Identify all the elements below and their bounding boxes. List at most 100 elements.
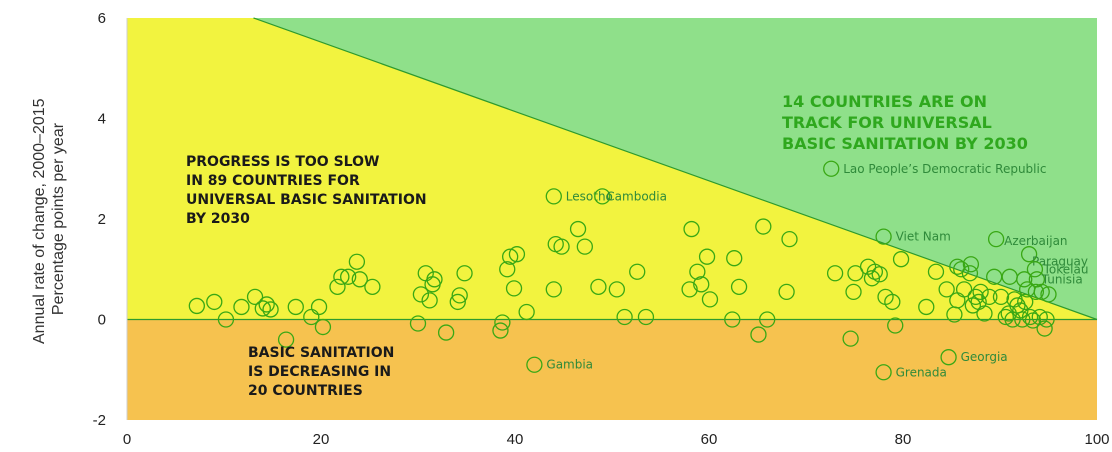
- scatter-point: [254, 300, 271, 317]
- y-axis-label-line-1: Annual rate of change, 2000–2015: [31, 98, 48, 344]
- scatter-point: [918, 298, 935, 316]
- country-label: Lesotho: [566, 189, 613, 203]
- country-label: Lao People’s Democratic Republic: [843, 162, 1046, 176]
- scatter-point: [569, 220, 587, 238]
- scatter-point: [953, 261, 970, 278]
- y-tick-label: 6: [98, 10, 106, 27]
- scatter-point: [314, 318, 332, 336]
- scatter-point: [961, 265, 979, 282]
- scatter-point: [1027, 283, 1045, 301]
- scatter-point: [545, 281, 562, 298]
- scatter-point: [437, 324, 455, 341]
- too-slow-annotation-line-1: PROGRESS IS TOO SLOW: [186, 154, 379, 170]
- scatter-point: [217, 311, 235, 328]
- scatter-point: [698, 248, 716, 265]
- scatter-point: [492, 322, 509, 339]
- scatter-point: [955, 281, 973, 298]
- x-axis-ticks: 0 20 40 60 80 100: [123, 431, 1110, 448]
- scatter-point: [451, 287, 468, 304]
- scatter-point: [258, 296, 275, 313]
- scatter-point: [1017, 293, 1034, 311]
- labeled-point-marker: [875, 228, 892, 245]
- scatter-point: [1036, 320, 1053, 337]
- decreasing-annotation: BASIC SANITATION IS DECREASING IN 20 COU…: [248, 345, 399, 399]
- scatter-point: [892, 251, 910, 268]
- labeled-point-marker: [545, 188, 562, 205]
- y-tick-label: 2: [98, 211, 106, 228]
- scatter-point: [364, 278, 381, 295]
- y-axis-label-line-2: Percentage points per year: [50, 122, 67, 315]
- scatter-point: [683, 220, 700, 238]
- scatter-point: [826, 265, 844, 282]
- scatter-point: [750, 326, 767, 343]
- too-slow-annotation-line-4: BY 2030: [186, 211, 250, 227]
- scatter-point: [730, 278, 748, 295]
- scatter-point: [755, 218, 772, 235]
- scatter-point: [590, 278, 607, 295]
- scatter-point: [1009, 297, 1026, 314]
- labeled-point-marker: [594, 188, 611, 205]
- country-label: Grenada: [896, 365, 947, 379]
- y-tick-label: 0: [98, 312, 106, 329]
- y-axis-label: Annual rate of change, 2000–2015 Percent…: [31, 94, 67, 344]
- labeled-point-marker: [987, 230, 1005, 248]
- on-track-annotation-line-1: 14 COUNTRIES ARE ON: [782, 92, 987, 111]
- y-tick-label: 4: [98, 111, 106, 128]
- scatter-point: [629, 263, 646, 280]
- scatter-point: [262, 301, 279, 318]
- scatter-point: [681, 281, 698, 298]
- scatter-point: [329, 278, 346, 295]
- labeled-point-marker: [940, 349, 957, 366]
- scatter-point: [426, 271, 443, 288]
- on-track-annotation: 14 COUNTRIES ARE ON TRACK FOR UNIVERSAL …: [782, 92, 1028, 153]
- scatter-point: [246, 288, 264, 306]
- scatter-point: [693, 276, 710, 293]
- scatter-point: [233, 298, 250, 316]
- x-tick-label: 80: [895, 431, 912, 448]
- scatter-point: [277, 331, 295, 348]
- scatter-point: [781, 230, 798, 248]
- scatter-point: [456, 265, 473, 282]
- x-tick-label: 60: [701, 431, 718, 448]
- scatter-point: [608, 281, 625, 298]
- country-label: Paraguay: [1032, 255, 1088, 269]
- scatter-point: [553, 238, 570, 255]
- scatter-point: [938, 281, 955, 298]
- scatter-point: [351, 271, 368, 288]
- country-label: Tunisia: [1041, 272, 1083, 286]
- country-label: Tokelau: [1043, 262, 1089, 276]
- scatter-point: [967, 288, 984, 306]
- scatter-point: [887, 317, 904, 334]
- scatter-point: [494, 314, 511, 331]
- scatter-point: [421, 292, 438, 309]
- scatter-points: [188, 218, 1057, 348]
- scatter-point: [1014, 311, 1031, 328]
- too-slow-annotation-line-2: IN 89 COUNTRIES FOR: [186, 173, 360, 189]
- too-slow-annotation-line-3: UNIVERSAL BASIC SANITATION: [186, 192, 427, 208]
- scatter-point: [842, 330, 859, 347]
- country-label: Gambia: [546, 358, 593, 372]
- country-label: Cambodia: [606, 189, 667, 203]
- scatter-point: [981, 288, 998, 306]
- country-label: Georgia: [961, 350, 1008, 364]
- too-slow-region: [127, 18, 1097, 320]
- scatter-point: [508, 246, 526, 263]
- scatter-point: [949, 258, 966, 275]
- labeled-point-marker: [875, 364, 892, 381]
- scatter-point: [1021, 308, 1039, 326]
- scatter-point: [616, 308, 633, 326]
- scatter-point: [847, 265, 864, 282]
- x-tick-label: 40: [507, 431, 524, 448]
- labeled-point-marker: [1028, 271, 1046, 288]
- scatter-point: [637, 308, 655, 326]
- decreasing-annotation-line-3: 20 COUNTRIES: [248, 383, 363, 399]
- scatter-point: [724, 311, 741, 328]
- labeled-points: Lao People’s Democratic Republic LesothoC…: [526, 160, 1089, 381]
- scatter-point: [992, 288, 1010, 306]
- too-slow-annotation: PROGRESS IS TOO SLOW IN 89 COUNTRIES FOR…: [186, 154, 431, 227]
- scatter-point: [518, 303, 535, 321]
- scatter-point: [340, 268, 357, 285]
- scatter-point: [1016, 271, 1033, 288]
- scatter-point: [845, 283, 862, 301]
